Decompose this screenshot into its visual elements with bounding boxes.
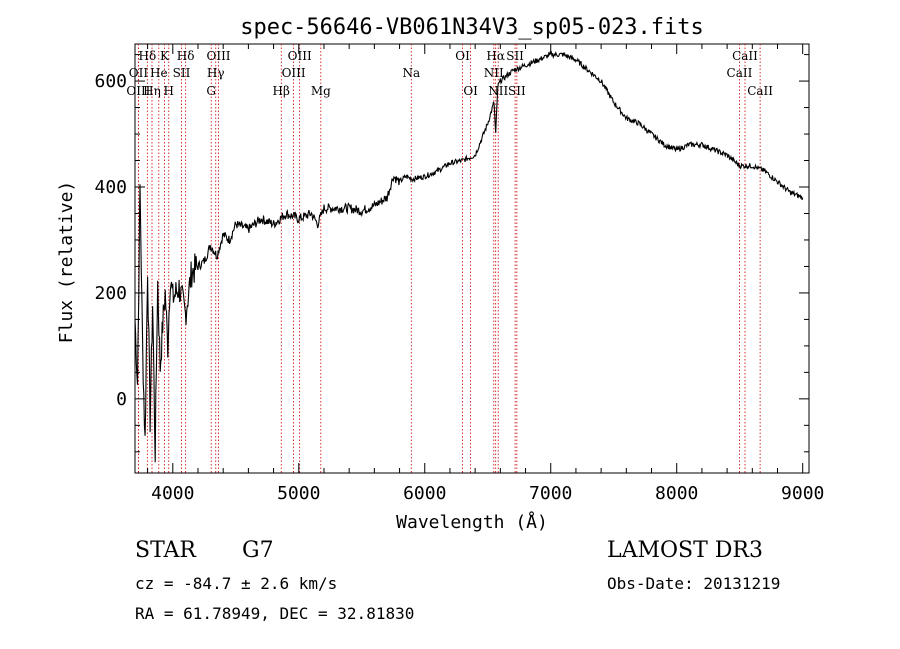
- line-label: Hδ: [138, 49, 156, 63]
- line-label: NII: [488, 84, 508, 98]
- line-label: Mg: [311, 84, 331, 98]
- line-label: Hβ: [273, 84, 290, 98]
- survey-name: LAMOST DR3: [607, 538, 763, 563]
- redshift-cz: cz = -84.7 ± 2.6 km/s: [135, 574, 338, 593]
- line-label: OI: [463, 84, 478, 98]
- x-axis-label: Wavelength (Å): [396, 511, 548, 533]
- plot-frame: [134, 43, 810, 474]
- coordinates: RA = 61.78949, DEC = 32.81830: [135, 604, 415, 623]
- line-label: OI: [455, 49, 470, 63]
- obs-date: Obs-Date: 20131219: [607, 574, 781, 593]
- line-label: SII: [506, 49, 524, 63]
- axis-ticks: 4000 5000 6000 7000 8000 9000 0 200 400 600: [94, 44, 824, 504]
- x-tick-label: 6000: [403, 483, 446, 504]
- subclass: G7: [242, 538, 274, 563]
- line-label: H: [164, 84, 174, 98]
- line-label: OIII: [206, 49, 230, 63]
- line-label: SII: [173, 66, 191, 80]
- line-label: CaII: [727, 66, 753, 80]
- x-tick-label: 4000: [151, 483, 194, 504]
- line-label: OIII: [282, 66, 306, 80]
- x-tick-label: 8000: [655, 483, 698, 504]
- x-tick-label: 7000: [529, 483, 572, 504]
- x-tick-label: 9000: [781, 483, 824, 504]
- line-label: OII: [129, 66, 149, 80]
- object-class: STAR: [135, 538, 196, 563]
- line-label: NII: [484, 66, 504, 80]
- chart-title: spec-56646-VB061N34V3_sp05-023.fits: [240, 15, 704, 40]
- y-tick-label: 400: [94, 177, 127, 198]
- line-label: Hδ: [177, 49, 195, 63]
- line-label: G: [206, 84, 216, 98]
- line-label: K: [160, 49, 170, 63]
- y-tick-label: 200: [94, 283, 127, 304]
- line-label: OIII: [288, 49, 312, 63]
- line-label: SII: [508, 84, 526, 98]
- line-label: Hα: [486, 49, 505, 63]
- y-tick-label: 0: [116, 389, 127, 410]
- line-markers: [138, 44, 761, 473]
- line-label: Na: [402, 66, 420, 80]
- spectrum-line: [134, 50, 804, 463]
- x-tick-label: 5000: [277, 483, 320, 504]
- line-label: CaII: [747, 84, 773, 98]
- y-tick-label: 600: [94, 71, 127, 92]
- line-label: Hγ: [207, 66, 225, 80]
- line-label: Hη: [143, 84, 161, 98]
- y-axis-label: Flux (relative): [56, 181, 77, 344]
- line-label: CaII: [732, 49, 758, 63]
- line-label: OIII: [126, 84, 150, 98]
- line-label: He: [150, 66, 168, 80]
